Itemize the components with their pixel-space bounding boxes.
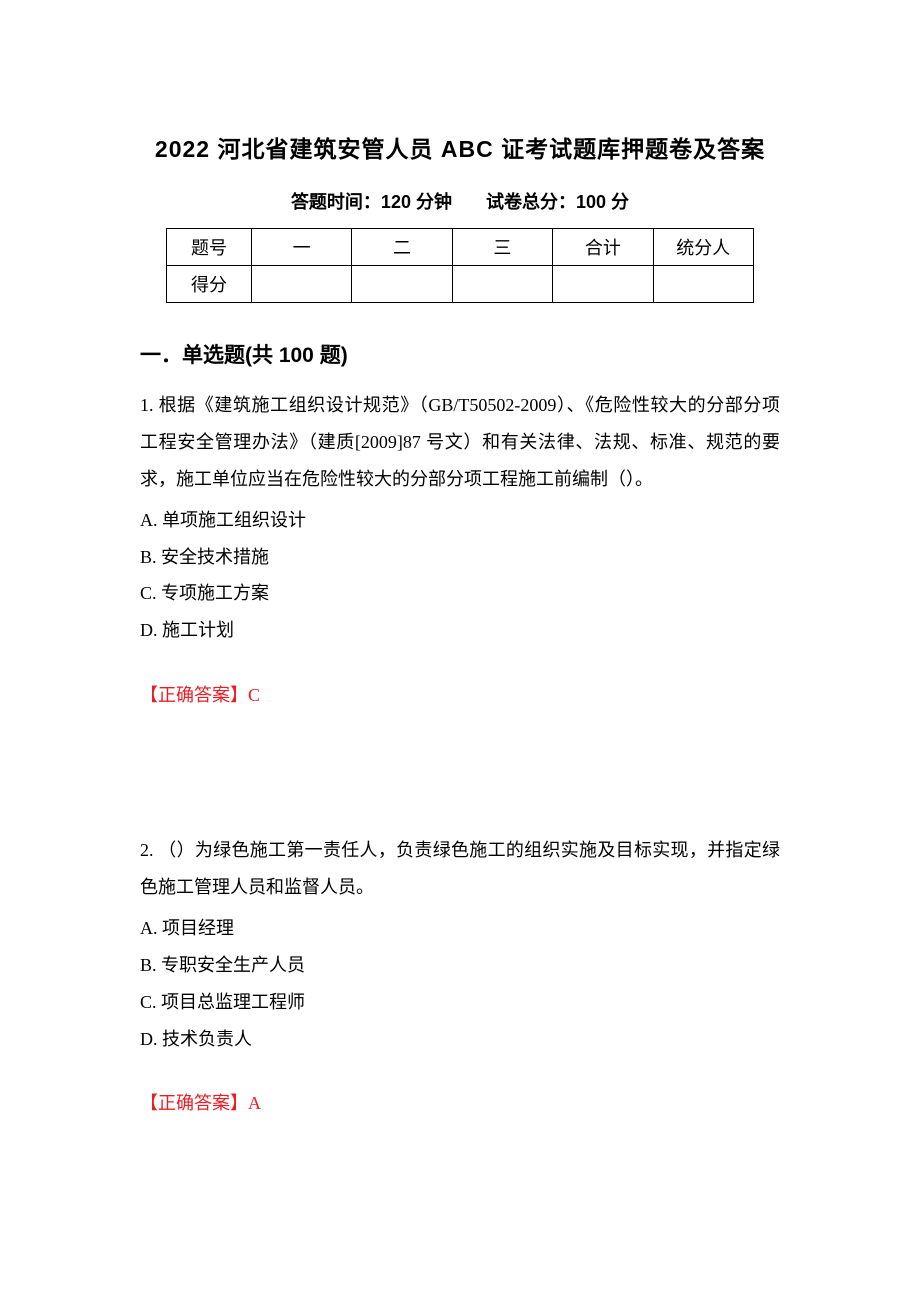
option-b: B. 安全技术措施 bbox=[140, 539, 780, 576]
table-cell: 得分 bbox=[167, 266, 252, 303]
answer-label: 【正确答案】 bbox=[140, 1093, 248, 1113]
page: 2022 河北省建筑安管人员 ABC 证考试题库押题卷及答案 答题时间：120 … bbox=[0, 0, 920, 1302]
table-row: 题号 一 二 三 合计 统分人 bbox=[167, 229, 754, 266]
table-header-cell: 统分人 bbox=[653, 229, 753, 266]
option-a: A. 单项施工组织设计 bbox=[140, 502, 780, 539]
option-b: B. 专职安全生产人员 bbox=[140, 947, 780, 984]
table-header-cell: 一 bbox=[251, 229, 351, 266]
question-2: 2. （）为绿色施工第一责任人，负责绿色施工的组织实施及目标实现，并指定绿色施工… bbox=[140, 832, 780, 1122]
table-row: 得分 bbox=[167, 266, 754, 303]
document-subtitle: 答题时间：120 分钟 试卷总分：100 分 bbox=[140, 188, 780, 214]
question-gap bbox=[140, 740, 780, 832]
table-header-cell: 三 bbox=[452, 229, 552, 266]
document-title: 2022 河北省建筑安管人员 ABC 证考试题库押题卷及答案 bbox=[140, 130, 780, 164]
table-header-cell: 二 bbox=[352, 229, 452, 266]
table-header-cell: 题号 bbox=[167, 229, 252, 266]
question-options: A. 项目经理 B. 专职安全生产人员 C. 项目总监理工程师 D. 技术负责人 bbox=[140, 910, 780, 1058]
question-answer: 【正确答案】C bbox=[140, 677, 780, 714]
answer-letter: A bbox=[248, 1093, 261, 1113]
table-cell bbox=[352, 266, 452, 303]
option-d: D. 技术负责人 bbox=[140, 1021, 780, 1058]
answer-label: 【正确答案】 bbox=[140, 685, 248, 705]
table-cell bbox=[452, 266, 552, 303]
section-title: 一．单选题(共 100 题) bbox=[140, 339, 780, 369]
option-a: A. 项目经理 bbox=[140, 910, 780, 947]
table-header-cell: 合计 bbox=[553, 229, 653, 266]
table-cell bbox=[553, 266, 653, 303]
question-1: 1. 根据《建筑施工组织设计规范》（GB/T50502-2009）、《危险性较大… bbox=[140, 387, 780, 714]
option-d: D. 施工计划 bbox=[140, 612, 780, 649]
question-stem: 2. （）为绿色施工第一责任人，负责绿色施工的组织实施及目标实现，并指定绿色施工… bbox=[140, 832, 780, 906]
score-table: 题号 一 二 三 合计 统分人 得分 bbox=[166, 228, 754, 303]
subtitle-score: 试卷总分：100 分 bbox=[486, 192, 629, 212]
question-options: A. 单项施工组织设计 B. 安全技术措施 C. 专项施工方案 D. 施工计划 bbox=[140, 502, 780, 650]
subtitle-time: 答题时间：120 分钟 bbox=[291, 192, 452, 212]
table-cell bbox=[653, 266, 753, 303]
table-cell bbox=[251, 266, 351, 303]
option-c: C. 项目总监理工程师 bbox=[140, 984, 780, 1021]
answer-letter: C bbox=[248, 685, 260, 705]
question-answer: 【正确答案】A bbox=[140, 1085, 780, 1122]
question-stem: 1. 根据《建筑施工组织设计规范》（GB/T50502-2009）、《危险性较大… bbox=[140, 387, 780, 498]
option-c: C. 专项施工方案 bbox=[140, 575, 780, 612]
